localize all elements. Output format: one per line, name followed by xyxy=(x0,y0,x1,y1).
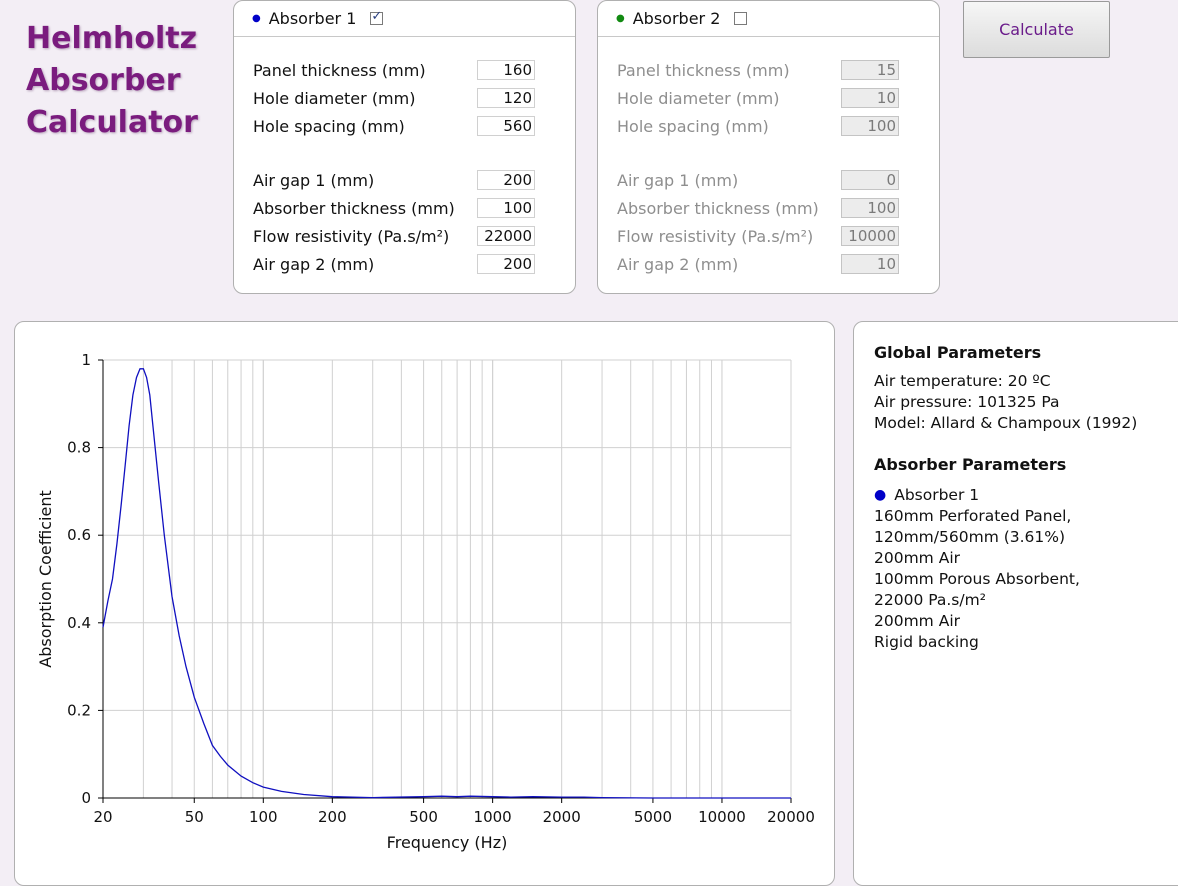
flow-resistivity-row: Flow resistivity (Pa.s/m²) xyxy=(617,225,899,247)
hole-diameter-label: Hole diameter (mm) xyxy=(617,88,780,108)
panel-thickness-label: Panel thickness (mm) xyxy=(617,60,790,80)
hole-diameter-input[interactable] xyxy=(477,88,535,108)
y-tick-label: 0.6 xyxy=(67,526,91,544)
air-gap-1-input[interactable] xyxy=(477,170,535,190)
absorber-1-dot-icon: ● xyxy=(874,487,887,503)
absorber-2-panel: ● Absorber 2 Panel thickness (mm) Hole d… xyxy=(597,0,940,294)
x-tick-label: 2000 xyxy=(543,808,581,826)
panel-thickness-row: Panel thickness (mm) xyxy=(617,59,899,81)
absorber-parameter-line: 200mm Air xyxy=(874,612,960,630)
hole-spacing-row: Hole spacing (mm) xyxy=(253,115,535,137)
x-tick-label: 200 xyxy=(318,808,347,826)
air-gap-2-input xyxy=(841,254,899,274)
x-tick-label: 10000 xyxy=(698,808,746,826)
air-gap-1-row: Air gap 1 (mm) xyxy=(617,169,899,191)
absorber-thickness-label: Absorber thickness (mm) xyxy=(253,198,455,218)
hole-spacing-row: Hole spacing (mm) xyxy=(617,115,899,137)
air-gap-2-label: Air gap 2 (mm) xyxy=(253,254,375,274)
flow-resistivity-input xyxy=(841,226,899,246)
absorber-1-dot-icon: ● xyxy=(252,13,261,24)
x-tick-label: 20000 xyxy=(767,808,815,826)
absorber-parameter-line: 200mm Air xyxy=(874,549,960,567)
air-gap-2-row: Air gap 2 (mm) xyxy=(617,253,899,275)
absorber-summary-label: Absorber 1 xyxy=(894,486,980,504)
flow-resistivity-input[interactable] xyxy=(477,226,535,246)
hole-diameter-input xyxy=(841,88,899,108)
x-tick-label: 5000 xyxy=(634,808,672,826)
absorber-1-series-line xyxy=(102,368,791,799)
y-tick-label: 1 xyxy=(81,351,91,369)
absorber-summary-label-row: ● Absorber 1 xyxy=(874,485,1178,506)
absorber-parameter-line: 22000 Pa.s/m² xyxy=(874,591,986,609)
air-gap-1-label: Air gap 1 (mm) xyxy=(253,170,375,190)
x-axis-label: Frequency (Hz) xyxy=(387,833,508,852)
app-title-line: Calculator xyxy=(26,105,198,140)
absorber-thickness-row: Absorber thickness (mm) xyxy=(617,197,899,219)
y-axis-label: Absorption Coefficient xyxy=(36,490,55,667)
x-tick-label: 500 xyxy=(409,808,438,826)
x-tick-label: 100 xyxy=(249,808,278,826)
air-gap-1-row: Air gap 1 (mm) xyxy=(253,169,535,191)
x-tick-label: 1000 xyxy=(474,808,512,826)
hole-diameter-label: Hole diameter (mm) xyxy=(253,88,416,108)
absorber-parameter-line: Rigid backing xyxy=(874,633,979,651)
absorber-1-label: Absorber 1 xyxy=(268,9,357,28)
absorber-2-dot-icon: ● xyxy=(616,13,625,24)
absorber-parameter-line: 100mm Porous Absorbent, xyxy=(874,570,1080,588)
absorber-parameter-line: 160mm Perforated Panel, xyxy=(874,507,1072,525)
global-parameter-line: Model: Allard & Champoux (1992) xyxy=(874,414,1138,432)
absorber-parameter-line: 120mm/560mm (3.61%) xyxy=(874,528,1066,546)
absorber-1-header: ● Absorber 1 xyxy=(234,1,575,37)
air-gap-2-input[interactable] xyxy=(477,254,535,274)
air-gap-1-input xyxy=(841,170,899,190)
absorber-thickness-input[interactable] xyxy=(477,198,535,218)
flow-resistivity-row: Flow resistivity (Pa.s/m²) xyxy=(253,225,535,247)
absorber-parameters-heading: Absorber Parameters xyxy=(874,455,1067,474)
panel-thickness-label: Panel thickness (mm) xyxy=(253,60,426,80)
hole-spacing-input xyxy=(841,116,899,136)
x-tick-label: 20 xyxy=(93,808,112,826)
hole-spacing-input[interactable] xyxy=(477,116,535,136)
hole-spacing-label: Hole spacing (mm) xyxy=(253,116,405,136)
flow-resistivity-label: Flow resistivity (Pa.s/m²) xyxy=(617,226,814,246)
absorber-2-label: Absorber 2 xyxy=(632,9,721,28)
app-title: Helmholtz Absorber Calculator xyxy=(26,18,198,144)
absorber-2-header: ● Absorber 2 xyxy=(598,1,939,37)
air-gap-1-label: Air gap 1 (mm) xyxy=(617,170,739,190)
chart-panel: 0 0.2 0.4 0.6 0.8 1 20 50 100 200 500 1000 2000 5000 1… xyxy=(14,321,835,886)
air-gap-2-row: Air gap 2 (mm) xyxy=(253,253,535,275)
panel-thickness-row: Panel thickness (mm) xyxy=(253,59,535,81)
y-tick-label: 0.4 xyxy=(67,614,91,632)
calculate-button[interactable]: Calculate xyxy=(963,1,1110,58)
hole-diameter-row: Hole diameter (mm) xyxy=(617,87,899,109)
y-tick-label: 0 xyxy=(81,789,91,807)
hole-diameter-row: Hole diameter (mm) xyxy=(253,87,535,109)
global-parameter-line: Air pressure: 101325 Pa xyxy=(874,393,1060,411)
y-tick-label: 0.2 xyxy=(67,701,91,719)
hole-spacing-label: Hole spacing (mm) xyxy=(617,116,769,136)
y-tick-label: 0.8 xyxy=(67,439,91,457)
air-gap-2-label: Air gap 2 (mm) xyxy=(617,254,739,274)
absorber-thickness-input xyxy=(841,198,899,218)
info-panel: Global Parameters Air temperature: 20 ºC… xyxy=(853,321,1178,886)
absorber-thickness-row: Absorber thickness (mm) xyxy=(253,197,535,219)
absorber-2-enable-checkbox[interactable] xyxy=(734,12,748,25)
x-tick-label: 50 xyxy=(185,808,204,826)
absorption-chart: 0 0.2 0.4 0.6 0.8 1 20 50 100 200 500 1000 2000 5000 1… xyxy=(36,351,815,852)
absorber-1-panel: ● Absorber 1 Panel thickness (mm) Hole d… xyxy=(233,0,576,294)
app-title-line: Helmholtz xyxy=(26,21,198,56)
panel-thickness-input[interactable] xyxy=(477,60,535,80)
absorber-thickness-label: Absorber thickness (mm) xyxy=(617,198,819,218)
global-parameters-heading: Global Parameters xyxy=(874,343,1042,362)
flow-resistivity-label: Flow resistivity (Pa.s/m²) xyxy=(253,226,450,246)
absorber-1-enable-checkbox[interactable] xyxy=(370,9,384,25)
global-parameter-line: Air temperature: 20 ºC xyxy=(874,372,1051,390)
panel-thickness-input xyxy=(841,60,899,80)
app-title-line: Absorber xyxy=(26,63,181,98)
